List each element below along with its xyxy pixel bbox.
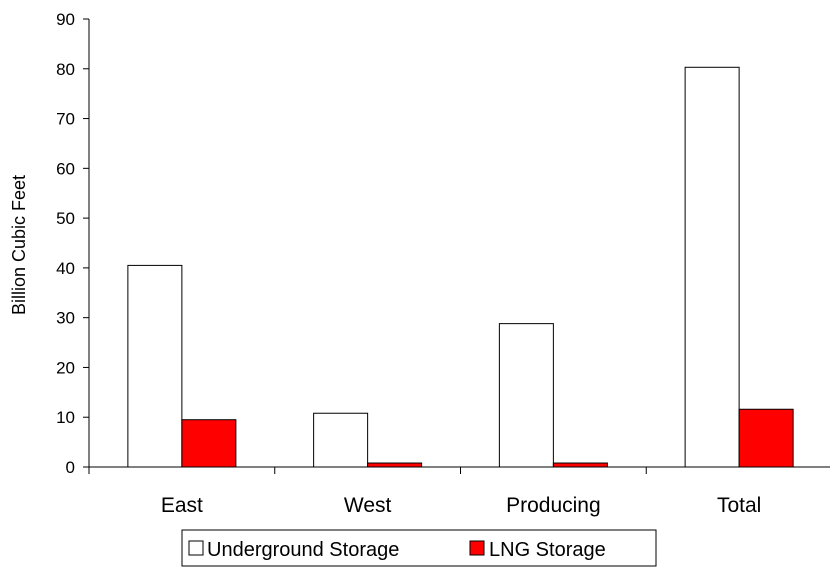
underground-storage-legend-swatch — [188, 540, 204, 556]
category-label-producing: Producing — [506, 494, 601, 517]
y-tick-label: 30 — [56, 309, 75, 328]
y-tick-label: 50 — [56, 209, 75, 228]
category-label-east: East — [161, 494, 203, 517]
y-tick-label: 10 — [56, 408, 75, 427]
bar-series-group — [127, 66, 794, 468]
y-axis-title: Billion Cubic Feet — [9, 175, 29, 315]
legend-box — [181, 529, 657, 567]
lng-storage-legend-label: LNG Storage — [489, 539, 606, 561]
category-label-total: Total — [717, 494, 761, 517]
lng-storage-bar-east — [181, 419, 237, 468]
underground-storage-bar-west — [313, 412, 369, 468]
lng-storage-legend-swatch — [469, 540, 485, 556]
category-labels: East West Producing Total — [161, 494, 761, 517]
underground-storage-bar-east — [127, 264, 183, 468]
lng-storage-bar-west — [367, 462, 423, 468]
underground-storage-bar-total — [684, 66, 740, 468]
x-axis-ticks — [88, 467, 647, 474]
y-tick-label: 80 — [56, 60, 75, 79]
underground-storage-legend-label: Underground Storage — [207, 539, 399, 561]
lng-storage-bar-producing — [552, 462, 608, 468]
y-tick-label: 70 — [56, 110, 75, 129]
lng-storage-bar-total — [738, 408, 794, 468]
y-axis-ticks: 0 10 20 30 40 50 60 70 80 90 — [56, 10, 89, 477]
y-tick-label: 0 — [66, 458, 75, 477]
y-tick-label: 90 — [56, 10, 75, 29]
category-label-west: West — [344, 494, 392, 517]
y-tick-label: 20 — [56, 358, 75, 377]
legend: Underground Storage LNG Storage — [181, 529, 657, 567]
y-tick-label: 40 — [56, 259, 75, 278]
underground-storage-bar-producing — [498, 323, 554, 468]
y-tick-label: 60 — [56, 159, 75, 178]
